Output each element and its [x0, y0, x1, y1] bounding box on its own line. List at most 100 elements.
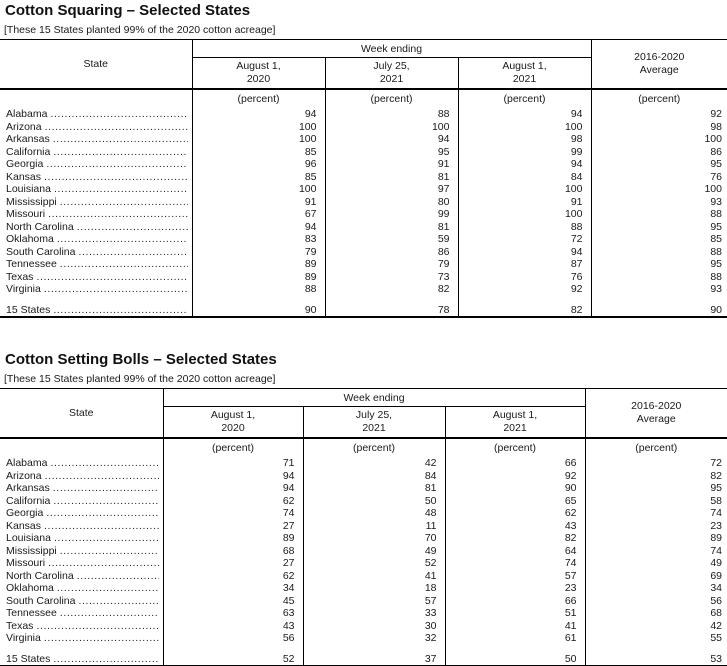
- table-row: South Carolina..........................…: [0, 245, 727, 258]
- empty-cell: [162, 644, 303, 653]
- state-cell: Virginia................................…: [0, 632, 164, 645]
- state-name: Louisiana: [6, 532, 51, 544]
- value-cell: 50: [302, 494, 445, 507]
- value-cell: 49: [584, 557, 727, 570]
- state-name: Arizona: [6, 120, 42, 133]
- table-row: Arizona.................................…: [0, 120, 727, 133]
- value-cell: 81: [324, 220, 458, 233]
- dot-leader: ........................................…: [36, 619, 158, 632]
- value-cell: 89: [191, 258, 325, 271]
- table-header: State Week ending 2016-2020 Average Augu…: [0, 388, 727, 457]
- dot-leader: ........................................…: [44, 120, 188, 133]
- state-cell: Kansas..................................…: [0, 170, 193, 183]
- page-title: Cotton Setting Bolls – Selected States: [5, 351, 277, 368]
- value-cell: 88: [457, 220, 591, 233]
- value-cell: 64: [444, 544, 585, 557]
- dot-leader: ........................................…: [78, 245, 188, 258]
- value-cell: 27: [162, 557, 303, 570]
- unit-row: (percent) (percent) (percent) (percent): [0, 437, 727, 457]
- value-cell: 99: [457, 145, 591, 158]
- value-cell: 80: [324, 195, 458, 208]
- state-name: South Carolina: [6, 594, 76, 607]
- state-cell: Texas...................................…: [0, 619, 164, 632]
- state-cell: Arizona.................................…: [0, 120, 193, 133]
- value-cell: 55: [584, 632, 727, 645]
- value-cell: 32: [302, 632, 445, 645]
- value-cell: 95: [324, 145, 458, 158]
- table-note: [These 15 States planted 99% of the 2020…: [4, 373, 276, 385]
- value-cell: 100: [191, 120, 325, 133]
- value-cell: 43: [444, 519, 585, 532]
- state-name: Arkansas: [6, 482, 50, 494]
- value-cell: 100: [457, 183, 591, 196]
- week-ending-header: Week ending: [163, 388, 586, 407]
- value-cell: 74: [584, 544, 727, 557]
- table-row: Arkansas................................…: [0, 133, 727, 146]
- value-cell: 66: [444, 457, 585, 470]
- empty-cell: [444, 644, 585, 653]
- value-cell: 74: [162, 507, 303, 520]
- state-name: Texas: [6, 619, 34, 632]
- header-row-dates: August 1, 2020 July 25, 2021 August 1, 2…: [0, 406, 727, 438]
- state-name: Oklahoma: [6, 233, 54, 245]
- dot-leader: ........................................…: [59, 258, 188, 270]
- value-cell: 94: [324, 133, 458, 146]
- value-cell: 90: [590, 303, 727, 317]
- value-cell: 79: [191, 245, 325, 258]
- value-cell: 88: [590, 245, 727, 258]
- value-cell: 58: [584, 494, 727, 507]
- value-cell: 82: [584, 469, 727, 482]
- value-cell: 52: [302, 557, 445, 570]
- value-cell: 83: [191, 233, 325, 246]
- value-cell: 85: [191, 170, 325, 183]
- value-cell: 100: [457, 120, 591, 133]
- state-name: Alabama: [6, 457, 48, 469]
- value-cell: 100: [191, 133, 325, 146]
- table-body: Alabama.................................…: [0, 457, 727, 666]
- state-cell: Oklahoma................................…: [0, 233, 193, 246]
- state-cell: Tennessee...............................…: [0, 258, 193, 271]
- value-cell: 72: [584, 457, 727, 470]
- table-row: Missouri................................…: [0, 208, 727, 221]
- state-cell: Arizona.................................…: [0, 469, 164, 482]
- value-cell: 79: [324, 258, 458, 271]
- empty-cell: [0, 295, 193, 304]
- dot-leader: ........................................…: [50, 108, 188, 120]
- value-cell: 76: [590, 170, 727, 183]
- state-cell: Oklahoma................................…: [0, 582, 164, 595]
- value-cell: 91: [191, 195, 325, 208]
- table-body: Alabama.................................…: [0, 108, 727, 317]
- value-cell: 100: [590, 183, 727, 196]
- state-name: California: [6, 145, 51, 158]
- unit-label: (percent): [191, 88, 325, 108]
- table-row: Virginia................................…: [0, 283, 727, 296]
- state-name: North Carolina: [6, 220, 74, 233]
- unit-label: (percent): [444, 437, 585, 457]
- unit-label: (percent): [324, 88, 458, 108]
- value-cell: 53: [584, 652, 727, 666]
- state-name: Kansas: [6, 519, 42, 532]
- table-row: Arizona.................................…: [0, 469, 727, 482]
- state-cell: South Carolina..........................…: [0, 594, 164, 607]
- table-row: California..............................…: [0, 145, 727, 158]
- value-cell: 85: [590, 233, 727, 246]
- value-cell: 49: [302, 544, 445, 557]
- value-cell: 89: [191, 270, 325, 283]
- dot-leader: ........................................…: [53, 532, 159, 544]
- value-cell: 98: [457, 133, 591, 146]
- table-row: California..............................…: [0, 494, 727, 507]
- table-row: Alabama.................................…: [0, 108, 727, 121]
- value-cell: 95: [584, 482, 727, 495]
- state-cell: California..............................…: [0, 145, 193, 158]
- state-name: North Carolina: [6, 569, 74, 582]
- value-cell: 74: [584, 507, 727, 520]
- header-row-dates: August 1, 2020 July 25, 2021 August 1, 2…: [0, 57, 727, 89]
- table-row: Georgia.................................…: [0, 507, 727, 520]
- table-row: Kansas..................................…: [0, 170, 727, 183]
- header-row-week: State Week ending 2016-2020 Average: [0, 39, 727, 89]
- value-cell: 61: [444, 632, 585, 645]
- state-name: Missouri: [6, 557, 46, 569]
- unit-label: (percent): [162, 437, 303, 457]
- table-row: Louisiana...............................…: [0, 532, 727, 545]
- empty-cell: [324, 295, 458, 304]
